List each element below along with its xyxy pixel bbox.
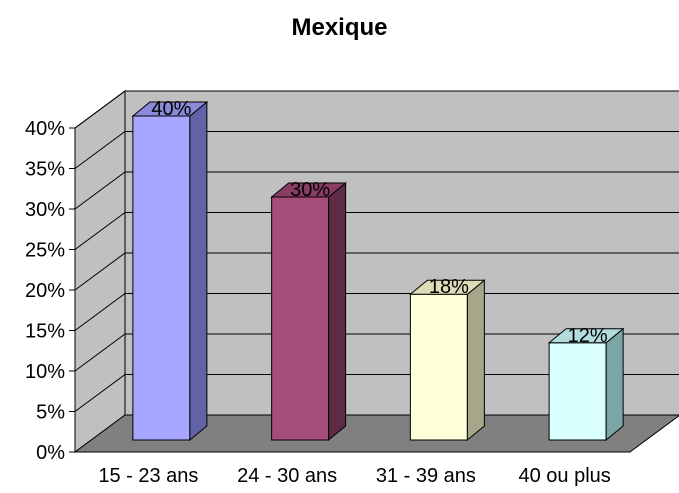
bar-top (408, 279, 486, 295)
bar-top (547, 328, 625, 344)
y-tick-label: 0% (36, 442, 65, 464)
bar-side (605, 327, 624, 442)
y-tick-label: 5% (36, 402, 65, 424)
x-tick-label: 31 - 39 ans (376, 465, 476, 487)
data-labels: 40% 30% 18% 12% (151, 98, 607, 347)
bar-side (466, 279, 485, 442)
y-tick-label: 20% (25, 280, 65, 302)
x-tick-label: 40 ou plus (518, 465, 610, 487)
y-axis-tick-labels: 0% 5% 10% 15% 20% 25% 30% 35% 40% (25, 118, 65, 464)
data-label: 30% (290, 179, 330, 201)
x-axis-tick-labels: 15 - 23 ans 24 - 30 ans 31 - 39 ans 40 ou p… (98, 465, 610, 487)
gridlines (74, 90, 679, 412)
gridline (74, 131, 679, 169)
data-label: 12% (568, 325, 608, 347)
y-tick-label: 30% (25, 199, 65, 221)
y-tick-label: 40% (25, 118, 65, 140)
gridline (74, 293, 679, 331)
bar-front (271, 196, 330, 441)
bar-front (409, 293, 468, 441)
bar-top (270, 182, 348, 198)
y-tick-label: 25% (25, 240, 65, 262)
bars (131, 100, 625, 442)
data-label: 18% (429, 276, 469, 298)
y-tick-label: 15% (25, 321, 65, 343)
bar-front (548, 342, 607, 441)
gridline (74, 90, 679, 129)
axes (69, 127, 630, 453)
gridline (74, 171, 679, 210)
bar-top (131, 101, 209, 117)
bar-side (328, 181, 347, 442)
data-label: 40% (151, 98, 191, 120)
gridline (74, 212, 679, 250)
bar-front (132, 115, 191, 441)
chart-title: Mexique (291, 14, 388, 41)
y-tick-label: 10% (25, 361, 65, 383)
gridline (74, 252, 679, 291)
x-tick-label: 24 - 30 ans (237, 465, 337, 487)
bar-side (189, 100, 208, 442)
y-tick-label: 35% (25, 159, 65, 181)
gridline (74, 374, 679, 412)
gridline (74, 333, 679, 372)
x-tick-label: 15 - 23 ans (98, 465, 198, 487)
